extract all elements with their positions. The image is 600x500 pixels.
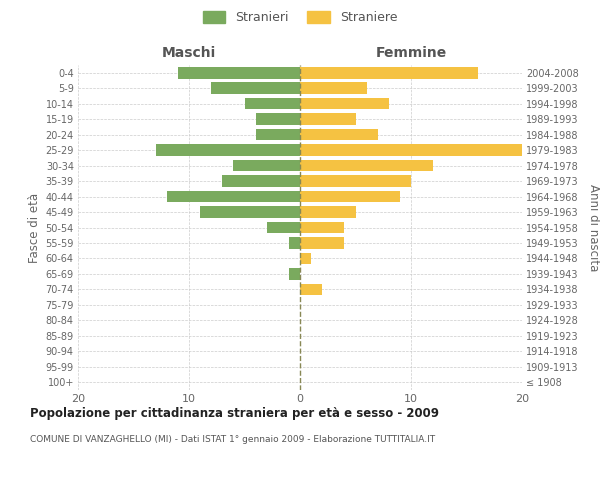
Bar: [300, 222, 344, 234]
Bar: [300, 190, 400, 202]
Bar: [300, 237, 344, 249]
Bar: [156, 144, 300, 156]
Bar: [300, 129, 378, 140]
Bar: [300, 114, 356, 125]
Bar: [233, 160, 300, 172]
Bar: [300, 67, 478, 78]
Bar: [267, 222, 300, 234]
Text: Femmine: Femmine: [376, 46, 446, 60]
Bar: [245, 98, 300, 110]
Bar: [223, 176, 300, 187]
Bar: [167, 190, 300, 202]
Bar: [211, 82, 300, 94]
Bar: [289, 268, 300, 280]
Bar: [200, 206, 300, 218]
Bar: [256, 114, 300, 125]
Bar: [300, 206, 356, 218]
Bar: [256, 129, 300, 140]
Legend: Stranieri, Straniere: Stranieri, Straniere: [203, 11, 397, 24]
Bar: [178, 67, 300, 78]
Bar: [300, 160, 433, 172]
Text: COMUNE DI VANZAGHELLO (MI) - Dati ISTAT 1° gennaio 2009 - Elaborazione TUTTITALI: COMUNE DI VANZAGHELLO (MI) - Dati ISTAT …: [30, 435, 435, 444]
Bar: [300, 144, 522, 156]
Y-axis label: Fasce di età: Fasce di età: [28, 192, 41, 262]
Y-axis label: Anni di nascita: Anni di nascita: [587, 184, 600, 271]
Text: Popolazione per cittadinanza straniera per età e sesso - 2009: Popolazione per cittadinanza straniera p…: [30, 408, 439, 420]
Bar: [300, 98, 389, 110]
Bar: [300, 176, 411, 187]
Bar: [300, 82, 367, 94]
Text: Maschi: Maschi: [162, 46, 216, 60]
Bar: [300, 284, 322, 295]
Bar: [300, 252, 311, 264]
Bar: [289, 237, 300, 249]
